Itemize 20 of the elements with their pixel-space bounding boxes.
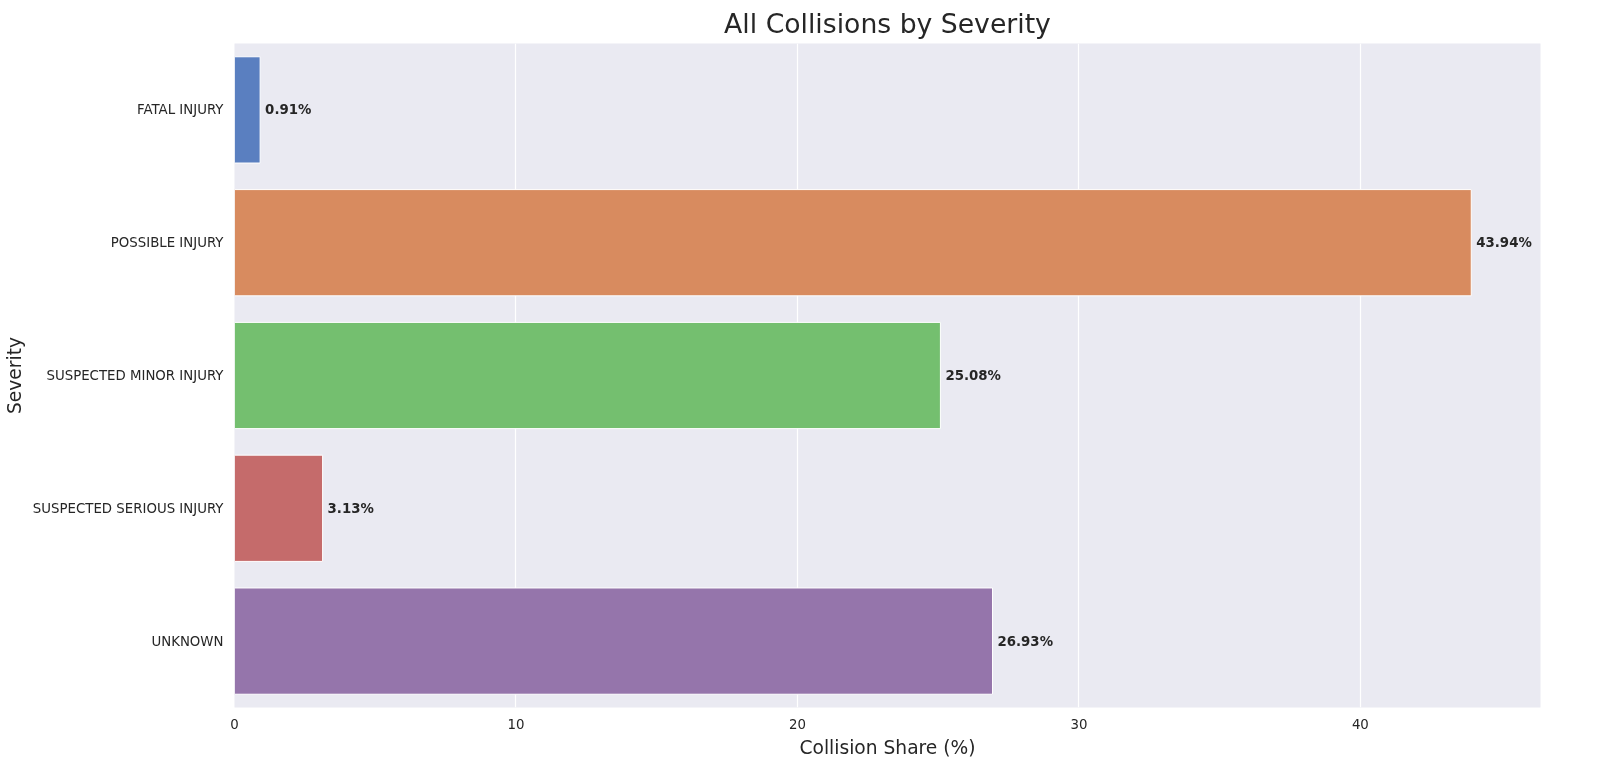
bar: [234, 56, 261, 164]
x-tick-label: 10: [507, 716, 525, 732]
y-axis-title: Severity: [3, 336, 25, 415]
x-tick-label: 20: [788, 716, 806, 732]
x-tick-label: 30: [1070, 716, 1088, 732]
data-label: 25.08%: [945, 368, 1001, 383]
y-tick-label: SUSPECTED SERIOUS INJURY: [32, 500, 225, 516]
y-tick-label: UNKNOWN: [151, 633, 224, 649]
x-axis-title: Collision Share (%): [799, 736, 976, 758]
data-label: 43.94%: [1476, 235, 1532, 251]
bar: [234, 454, 324, 562]
data-label: 3.13%: [327, 500, 374, 516]
x-tick-label: 40: [1351, 716, 1369, 732]
y-tick-label: FATAL INJURY: [136, 102, 225, 118]
y-tick-label: POSSIBLE INJURY: [110, 235, 225, 251]
y-tick-label: SUSPECTED MINOR INJURY: [46, 368, 225, 383]
data-label: 0.91%: [265, 102, 312, 118]
x-tick-label: 0: [230, 716, 239, 732]
data-label: 26.93%: [997, 633, 1053, 649]
chart-title: All Collisions by Severity: [724, 7, 1051, 39]
